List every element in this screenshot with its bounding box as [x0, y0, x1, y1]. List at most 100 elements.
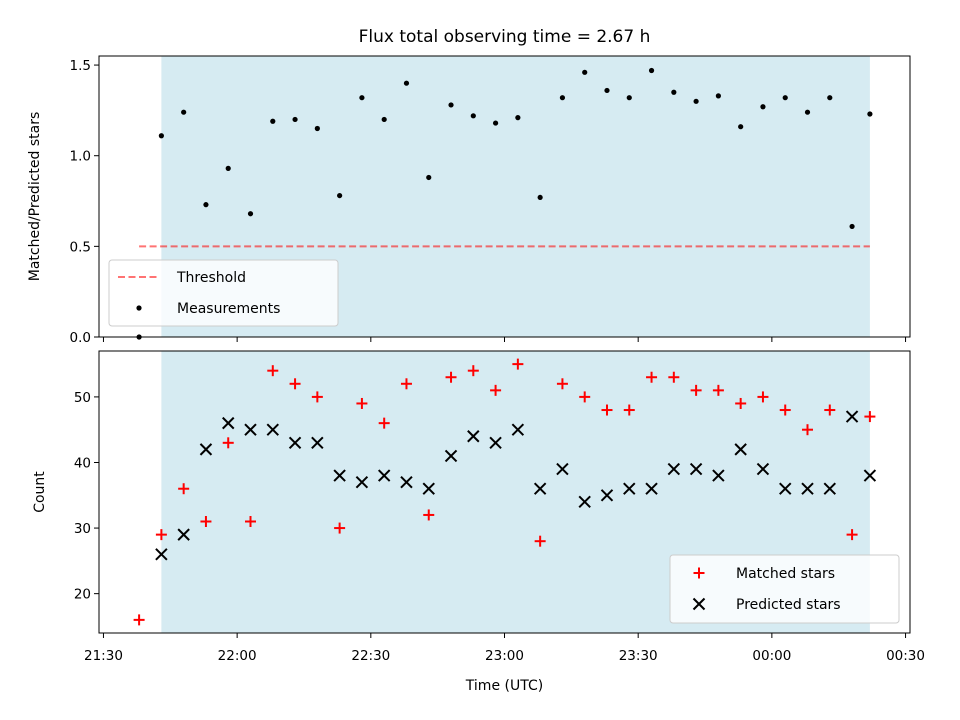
measurement-point [359, 95, 365, 101]
legend-measurements-label: Measurements [177, 301, 280, 317]
predicted-point [422, 482, 435, 495]
bottom-y-tick-label: 30 [74, 521, 91, 537]
measurement-point [181, 109, 187, 115]
measurement-point [515, 115, 521, 121]
measurement-point [760, 104, 766, 110]
x-stroke [222, 416, 235, 430]
measurement-point [537, 194, 543, 201]
x-stroke [712, 469, 725, 482]
predicted-point [489, 436, 502, 450]
predicted-point [155, 548, 168, 561]
predicted-point [244, 423, 257, 436]
predicted-point [556, 462, 569, 476]
x-stroke [422, 482, 435, 495]
measurement-point [827, 95, 833, 101]
x-stroke [489, 436, 502, 450]
x-stroke [863, 469, 877, 482]
predicted-point [756, 462, 770, 476]
x-stroke [377, 469, 391, 482]
predicted-point [467, 430, 480, 443]
matched-point [356, 397, 368, 409]
x-stroke [467, 430, 480, 443]
bottom-ticks: 20 30 40 50 21:30 22:00 22:30 23:00 23:30 00:00 00… [74, 390, 925, 664]
x-tick-label: 23:00 [485, 648, 524, 664]
predicted-point [689, 462, 703, 476]
predicted-point [222, 416, 235, 430]
measurement-point [715, 93, 721, 99]
matched-point [334, 522, 346, 534]
x-stroke [823, 482, 836, 495]
x-stroke [533, 482, 547, 495]
x-stroke [444, 449, 458, 463]
measurement-point [782, 95, 788, 101]
x-axis-label: Time (UTC) [465, 678, 543, 694]
predicted-point [377, 469, 391, 482]
matched-point [400, 378, 412, 390]
matched-point [200, 516, 212, 528]
predicted-point [734, 443, 747, 456]
x-stroke [311, 436, 324, 450]
matched-point [623, 404, 635, 416]
x-stroke [756, 462, 770, 476]
predicted-point [667, 462, 681, 476]
x-stroke [801, 482, 814, 495]
matched-point [490, 384, 502, 396]
x-stroke [244, 423, 257, 436]
measurement-point [626, 95, 632, 101]
matched-point [423, 509, 435, 521]
matched-point [646, 371, 658, 383]
x-stroke [623, 482, 636, 495]
predicted-point [779, 482, 792, 495]
legend-threshold-label: Threshold [176, 270, 246, 286]
matched-point [467, 365, 479, 377]
top-marks [136, 67, 873, 340]
matched-point [556, 378, 568, 390]
legend-x-mark [692, 597, 706, 611]
measurement-point [381, 116, 387, 123]
matched-point [311, 391, 323, 403]
predicted-point [444, 449, 458, 463]
measurement-point [470, 113, 476, 119]
x-stroke [689, 462, 703, 476]
matched-point [133, 614, 145, 626]
x-tick-label: 00:00 [752, 648, 791, 664]
measurement-point [292, 116, 298, 123]
predicted-point [645, 482, 658, 495]
predicted-point [177, 528, 190, 541]
bottom-legend-box [669, 554, 900, 624]
chart-title: Flux total observing time = 2.67 h [359, 27, 651, 47]
measurement-point [247, 211, 254, 217]
predicted-point [199, 443, 213, 456]
x-tick-label: 00:30 [886, 648, 925, 664]
top-legend-box [108, 259, 339, 327]
matched-point [864, 411, 876, 423]
bottom-legend: Matched stars Predicted stars [669, 554, 900, 624]
matched-point [690, 384, 702, 396]
measurement-point [804, 109, 811, 115]
top-y-tick-label: 0.0 [70, 330, 91, 346]
top-y-tick-label: 0.5 [70, 239, 91, 255]
measurement-point [867, 111, 873, 117]
measurement-point [403, 80, 410, 86]
measurement-point [203, 202, 209, 208]
legend-predicted-swatch [692, 597, 706, 611]
matched-point [824, 404, 836, 416]
top-legend: Threshold Measurements [108, 259, 339, 327]
predicted-point [511, 423, 525, 436]
bottom-panel: 20 30 40 50 21:30 22:00 22:30 23:00 23:30 00:00 00… [32, 350, 925, 694]
measurement-point [559, 95, 566, 101]
predicted-point [400, 475, 413, 489]
x-tick-label: 21:30 [84, 648, 123, 664]
matched-point [267, 365, 279, 377]
top-y-tick-label: 1.0 [70, 149, 91, 165]
matched-point [668, 371, 680, 383]
bottom-marks [133, 358, 877, 626]
matched-point [846, 529, 858, 541]
predicted-point [355, 475, 369, 489]
legend-predicted-label: Predicted stars [736, 597, 841, 613]
legend-measurements-swatch [136, 305, 142, 311]
x-stroke [845, 410, 859, 423]
measurement-point [648, 67, 655, 74]
matched-point [579, 391, 591, 403]
